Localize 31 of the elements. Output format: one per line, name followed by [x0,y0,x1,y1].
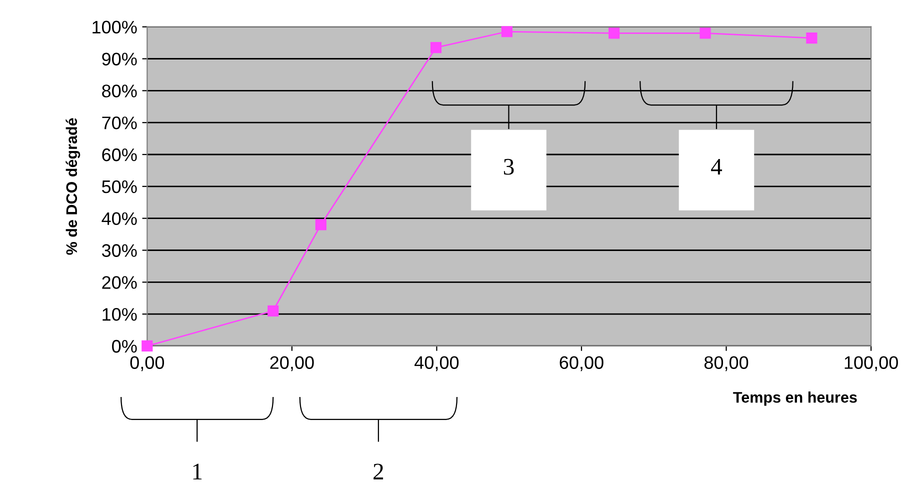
x-tick-label: 20,00 [270,356,314,372]
y-tick-label: 0% [112,340,137,353]
point [268,305,279,316]
y-tick-label: 60% [102,148,137,162]
y-axis-title: % de DCO dégradé [66,118,80,255]
point [806,32,818,44]
y-tick-label: 10% [102,308,137,321]
point [315,219,326,230]
y-tick-label: 70% [102,116,137,130]
x-axis-title: Temps en heures [733,392,857,406]
annotation: 4 [711,159,722,175]
x-tick-label: 60,00 [560,356,604,372]
y-tick-label: 20% [102,276,137,289]
y-tick-label: 50% [102,180,137,194]
text: 1 [193,464,202,480]
point [142,340,153,352]
x-tick-label: 80,00 [704,356,748,372]
x-tick-label: 40,00 [414,356,459,372]
x-tick-label: 0,00 [130,356,164,372]
y-tick-label: 90% [102,52,137,66]
point [430,42,442,54]
annotation: 3 [504,158,514,175]
y-tick-label: 40% [102,212,137,226]
text: 2 [374,464,384,480]
y-tick-label: 100% [92,20,137,34]
point [608,28,620,39]
y-tick-label: 30% [102,244,137,257]
y-tick-label: 80% [102,84,137,98]
point [501,26,512,38]
point [700,28,711,39]
x-tick-label: 100,00 [844,356,898,372]
